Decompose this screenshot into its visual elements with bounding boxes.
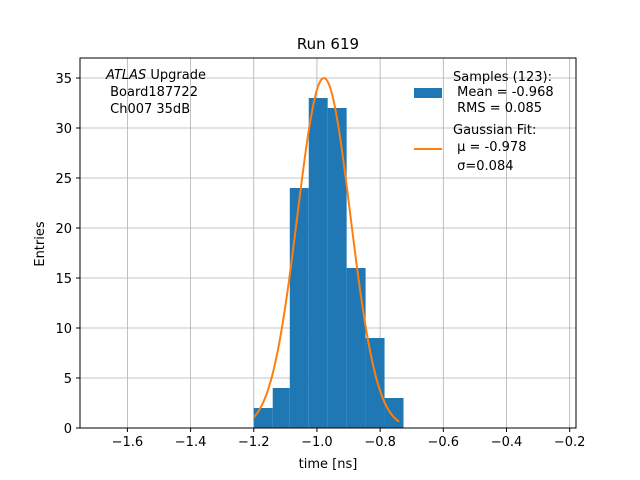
y-axis-label: Entries xyxy=(33,221,48,267)
legend: Samples (123): Mean = -0.968 RMS = 0.085… xyxy=(414,70,554,174)
x-tick-label: −0.2 xyxy=(554,435,586,450)
chart-title: Run 619 xyxy=(297,35,359,53)
y-tick-label: 0 xyxy=(64,422,72,437)
x-axis-ticks: −1.6 −1.4 −1.2 −1.0 −0.8 −0.6 −0.4 −0.2 xyxy=(112,428,586,450)
legend-samples-line-2: Mean = -0.968 xyxy=(453,85,554,100)
x-tick-label: −0.8 xyxy=(364,435,396,450)
x-tick-label: −1.0 xyxy=(301,435,333,450)
legend-samples-line-3: RMS = 0.085 xyxy=(453,101,542,116)
x-tick-label: −1.4 xyxy=(175,435,207,450)
x-tick-label: −1.2 xyxy=(238,435,270,450)
x-tick-label: −1.6 xyxy=(112,435,144,450)
y-tick-label: 35 xyxy=(55,72,72,87)
histogram-bars xyxy=(253,98,404,428)
histogram-bar xyxy=(253,408,273,428)
legend-fit-line-2: μ = -0.978 xyxy=(453,140,526,155)
legend-fit-line-3: σ=0.084 xyxy=(453,159,513,174)
legend-fit-line-1: Gaussian Fit: xyxy=(453,123,536,138)
annotation-line-2: Board187722 xyxy=(106,85,198,100)
histogram-bar xyxy=(365,338,385,428)
atlas-annotation: ATLAS Upgrade Board187722 Ch007 35dB xyxy=(105,68,206,117)
gaussian-fit-curve xyxy=(253,76,400,423)
y-tick-label: 20 xyxy=(55,222,72,237)
plot-frame xyxy=(79,57,577,429)
y-tick-label: 15 xyxy=(55,272,72,287)
y-tick-label: 10 xyxy=(55,322,72,337)
y-tick-label: 30 xyxy=(55,122,72,137)
histogram-bar xyxy=(289,188,309,428)
x-axis-label: time [ns] xyxy=(299,457,358,472)
histogram-bar xyxy=(308,98,328,428)
legend-swatch-samples xyxy=(414,88,442,98)
y-tick-label: 5 xyxy=(64,372,72,387)
histogram-bar xyxy=(384,398,404,428)
y-tick-label: 25 xyxy=(55,172,72,187)
annotation-line-3: Ch007 35dB xyxy=(106,102,190,117)
histogram-bar xyxy=(346,268,366,428)
x-tick-label: −0.4 xyxy=(491,435,523,450)
histogram-bar xyxy=(272,388,290,428)
histogram-bar xyxy=(327,108,347,428)
annotation-line-1: ATLAS Upgrade xyxy=(105,68,206,83)
y-axis-ticks: 0 5 10 15 20 25 30 35 xyxy=(55,72,80,437)
legend-samples-line-1: Samples (123): xyxy=(453,70,552,85)
x-tick-label: −0.6 xyxy=(428,435,460,450)
